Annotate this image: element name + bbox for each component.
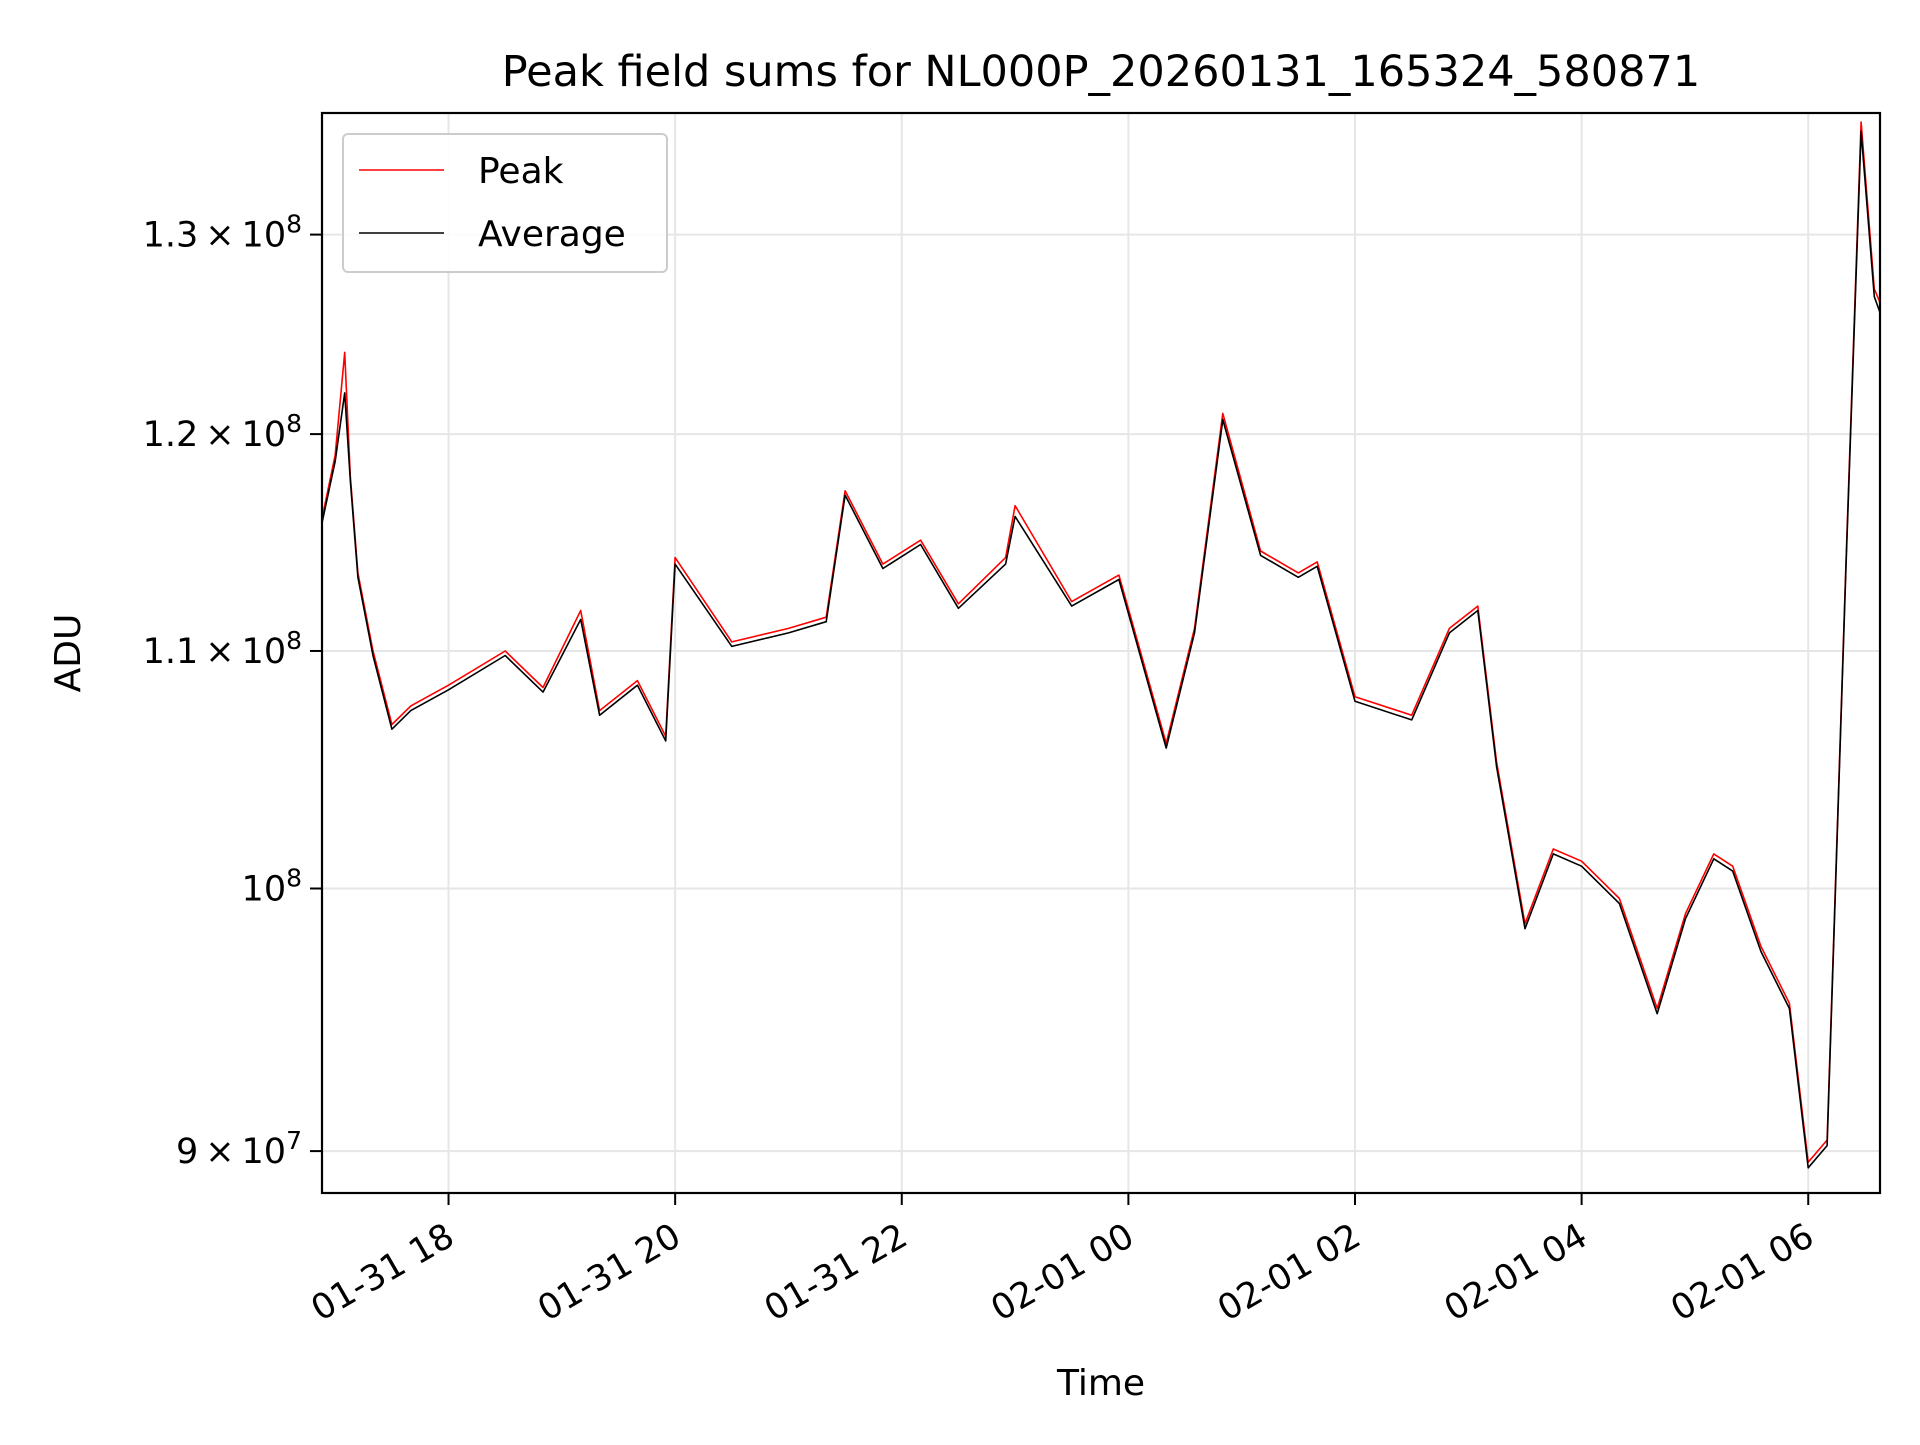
y-tick-exponent: 8 — [286, 864, 302, 893]
y-tick-exponent: 8 — [286, 626, 302, 655]
y-tick-base: 9 × 10 — [176, 1132, 286, 1172]
y-tick-base: 10 — [242, 870, 287, 910]
grid — [322, 113, 1880, 1193]
legend-label-peak: Peak — [478, 151, 564, 192]
legend: Peak Average — [342, 133, 668, 273]
y-tick-label: 1.3 × 108 — [143, 210, 302, 256]
y-tick-base: 1.1 × 10 — [143, 632, 287, 672]
x-axis-label: Time — [1056, 1363, 1145, 1404]
y-tick-label: 9 × 107 — [176, 1126, 302, 1172]
y-tick-exponent: 8 — [286, 409, 302, 438]
series-lines — [322, 121, 1880, 1169]
series-line-peak — [322, 121, 1880, 1163]
y-tick-label: 1.2 × 108 — [143, 409, 302, 455]
plot-frame — [320, 111, 1882, 1195]
y-tick-base: 1.3 × 10 — [143, 216, 287, 256]
legend-label-average: Average — [478, 214, 626, 255]
y-tick-label: 108 — [242, 864, 302, 910]
series-line-average — [322, 130, 1880, 1169]
chart-title: Peak field sums for NL000P_20260131_1653… — [502, 47, 1700, 97]
y-tick-exponent: 7 — [286, 1126, 302, 1155]
legend-box — [342, 133, 668, 273]
y-axis-label: ADU — [48, 614, 89, 693]
y-tick-base: 1.2 × 10 — [143, 415, 287, 455]
y-tick-exponent: 8 — [286, 210, 302, 239]
y-tick-label: 1.1 × 108 — [143, 626, 302, 672]
